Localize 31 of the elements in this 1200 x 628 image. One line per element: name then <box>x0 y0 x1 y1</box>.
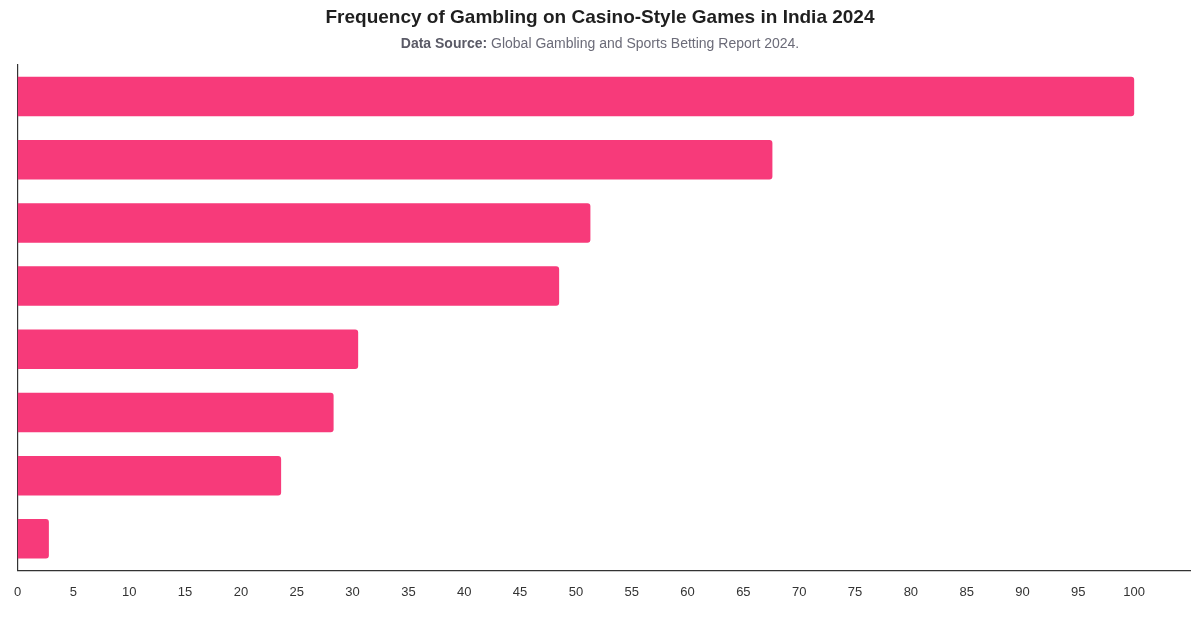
x-tick-label: 70 <box>791 583 807 599</box>
x-tick-label: 25 <box>289 583 304 599</box>
x-tick-label: 30 <box>345 583 360 599</box>
x-tick-label: 15 <box>177 583 193 599</box>
x-tick-label: 85 <box>959 583 974 599</box>
x-tick-label: 95 <box>1071 583 1086 599</box>
x-tick-label: 55 <box>624 583 639 599</box>
bar <box>17 455 282 496</box>
bar <box>17 266 560 306</box>
x-tick-label: 90 <box>1015 583 1030 599</box>
x-tick-label: 60 <box>680 583 695 599</box>
x-tick-label: 5 <box>69 583 78 599</box>
bar <box>17 203 591 243</box>
x-tick-label: 10 <box>122 583 137 599</box>
bar <box>17 329 359 370</box>
x-tick-label: 100 <box>1123 583 1146 599</box>
chart-subtitle: Data Source: Global Gambling and Sports Betting Report 2024. <box>400 35 800 51</box>
x-tick-label: 45 <box>512 583 528 599</box>
bar <box>17 76 1135 117</box>
bar <box>17 519 49 559</box>
x-tick-label: 65 <box>736 583 751 599</box>
x-tick-label: 20 <box>233 583 249 599</box>
x-tick-label: 35 <box>401 583 416 599</box>
x-tick-label: 50 <box>568 583 584 599</box>
bar <box>17 140 773 180</box>
chart-title: Frequency of Gambling on Casino-Style Games in India 2024 <box>324 6 876 28</box>
x-tick-label: 75 <box>847 583 863 599</box>
x-tick-label: 0 <box>14 583 22 599</box>
x-tick-label: 40 <box>457 583 472 599</box>
x-tick-label: 80 <box>903 583 919 599</box>
bar <box>17 392 334 433</box>
